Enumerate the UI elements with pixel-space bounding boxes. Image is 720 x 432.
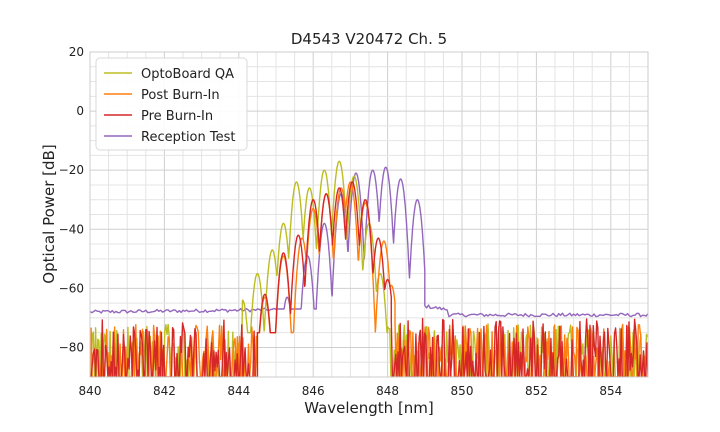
series-group <box>90 160 648 377</box>
legend-label: Reception Test <box>141 130 235 145</box>
legend-label: OptoBoard QA <box>141 67 234 82</box>
series-line-pre-burn-in <box>90 181 648 377</box>
y-tick-label: −60 <box>59 281 84 295</box>
y-tick-label: 0 <box>76 104 84 118</box>
y-axis-label: Optical Power [dB] <box>40 144 58 283</box>
x-tick-label: 848 <box>376 384 399 398</box>
legend-label: Pre Burn-In <box>141 109 213 124</box>
x-tick-label: 852 <box>525 384 548 398</box>
x-tick-label: 840 <box>79 384 102 398</box>
x-tick-label: 844 <box>227 384 250 398</box>
x-tick-label: 846 <box>302 384 325 398</box>
tick-labels: 840 842 844 846 848 850 852 854 20 0 −20 −40 −60 −80 <box>59 45 623 398</box>
x-tick-label: 850 <box>451 384 474 398</box>
legend-label: Post Burn-In <box>141 88 220 103</box>
legend-box <box>95 57 248 151</box>
x-tick-label: 842 <box>153 384 176 398</box>
x-axis-label: Wavelength [nm] <box>304 399 434 417</box>
y-tick-label: −20 <box>59 163 84 177</box>
x-tick-label: 854 <box>599 384 622 398</box>
chart-title: D4543 V20472 Ch. 5 <box>291 30 447 48</box>
plot-frame <box>89 51 649 378</box>
legend: OptoBoard QA Post Burn-In Pre Burn-In Recep… <box>95 57 248 151</box>
plot-area <box>90 160 648 377</box>
y-tick-label: −40 <box>59 222 84 236</box>
y-tick-label: 20 <box>69 45 84 59</box>
series-line-optoboard-qa <box>90 160 648 377</box>
y-tick-label: −80 <box>59 340 84 354</box>
